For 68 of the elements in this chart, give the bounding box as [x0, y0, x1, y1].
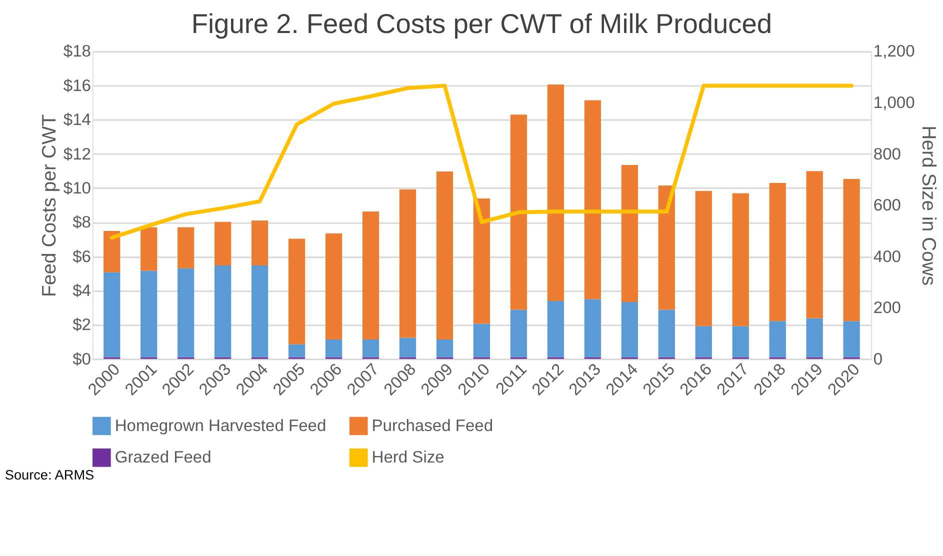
- y-axis-title: Feed Costs per CWT: [38, 114, 61, 297]
- bar: [695, 326, 712, 358]
- bar: [769, 321, 786, 358]
- y-tick-label: $8: [72, 212, 91, 232]
- bar: [178, 227, 194, 268]
- bar: [140, 270, 158, 358]
- bar: [547, 84, 564, 301]
- bar: [621, 302, 638, 358]
- y2-axis-title: Herd Size in Cows: [918, 126, 940, 286]
- bar: [658, 186, 675, 310]
- bar: [251, 265, 268, 358]
- bar: [362, 339, 380, 358]
- bar: [178, 268, 194, 358]
- bar: [399, 189, 416, 338]
- bar: [806, 318, 823, 358]
- y2-tick-label: 1,200: [873, 42, 915, 61]
- bar: [732, 193, 749, 326]
- bar: [510, 114, 528, 310]
- y-tick-label: $12: [63, 144, 91, 164]
- y2-tick-label: 0: [873, 349, 883, 368]
- y-tick-label: $18: [63, 42, 91, 61]
- y-tick-label: $2: [72, 315, 91, 334]
- y-tick-label: $14: [63, 110, 91, 130]
- bar: [473, 324, 490, 358]
- bar: [214, 222, 232, 266]
- bar: [104, 272, 120, 358]
- legend-label: Homegrown Harvested Feed: [114, 416, 326, 435]
- bar: [288, 238, 306, 344]
- y2-tick-label: 200: [873, 298, 902, 318]
- y-tick-label: $6: [72, 246, 91, 266]
- bar: [325, 233, 342, 340]
- bar: [732, 326, 749, 358]
- bar: [621, 165, 638, 302]
- bar: [843, 179, 860, 322]
- legend-label: Grazed Feed: [114, 448, 212, 467]
- y-tick-label: $10: [63, 178, 91, 198]
- legend-label: Herd Size: [372, 448, 444, 467]
- y2-tick-label: 1,000: [873, 93, 915, 112]
- bar: [436, 339, 454, 358]
- bar: [399, 338, 416, 358]
- bar: [473, 198, 490, 324]
- bar: [806, 171, 823, 318]
- y-tick-label: $16: [63, 76, 91, 95]
- bar: [140, 227, 158, 271]
- bar: [658, 310, 675, 358]
- source-note: Source: ARMS: [4, 468, 94, 483]
- bar: [769, 182, 786, 322]
- bar: [584, 100, 601, 300]
- legend-label: Purchased Feed: [372, 416, 494, 435]
- bar: [584, 299, 601, 358]
- bar: [325, 339, 342, 358]
- bar: [695, 190, 712, 326]
- y2-tick-label: 800: [873, 144, 902, 164]
- chart-title: Figure 2. Feed Costs per CWT of Milk Produced: [191, 8, 772, 39]
- y-tick-label: $0: [72, 349, 91, 368]
- y2-tick-label: 400: [873, 246, 902, 266]
- bar: [288, 344, 306, 358]
- bar: [104, 230, 120, 272]
- y2-tick-label: 600: [873, 196, 902, 215]
- line-series: [110, 84, 854, 240]
- bar: [843, 321, 860, 358]
- bar: [251, 220, 268, 266]
- bar: [547, 301, 564, 358]
- y-tick-label: $4: [72, 280, 91, 300]
- bar: [214, 265, 232, 358]
- bar: [510, 310, 528, 358]
- bar: [362, 211, 380, 340]
- bar: [436, 171, 454, 340]
